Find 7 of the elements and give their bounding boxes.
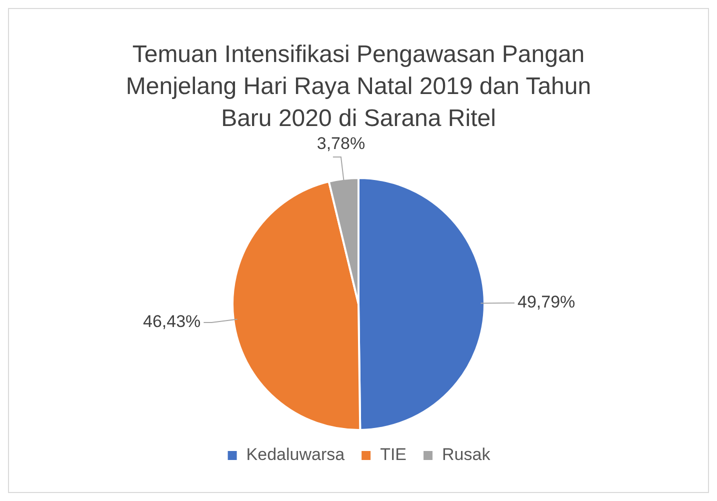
legend-label: Kedaluwarsa: [246, 445, 346, 464]
data-label: 49,79%: [517, 292, 576, 312]
data-label: 46,43%: [142, 312, 201, 332]
legend-label: TIE: [380, 445, 407, 464]
data-label: 3,78%: [316, 134, 366, 154]
legend-label: Rusak: [442, 445, 491, 464]
chart-title: Temuan Intensifikasi Pengawasan Pangan Menjelang Hari Raya Natal 2019 dan Tahun Baru 2020 di Sarana Ritel: [124, 40, 592, 134]
